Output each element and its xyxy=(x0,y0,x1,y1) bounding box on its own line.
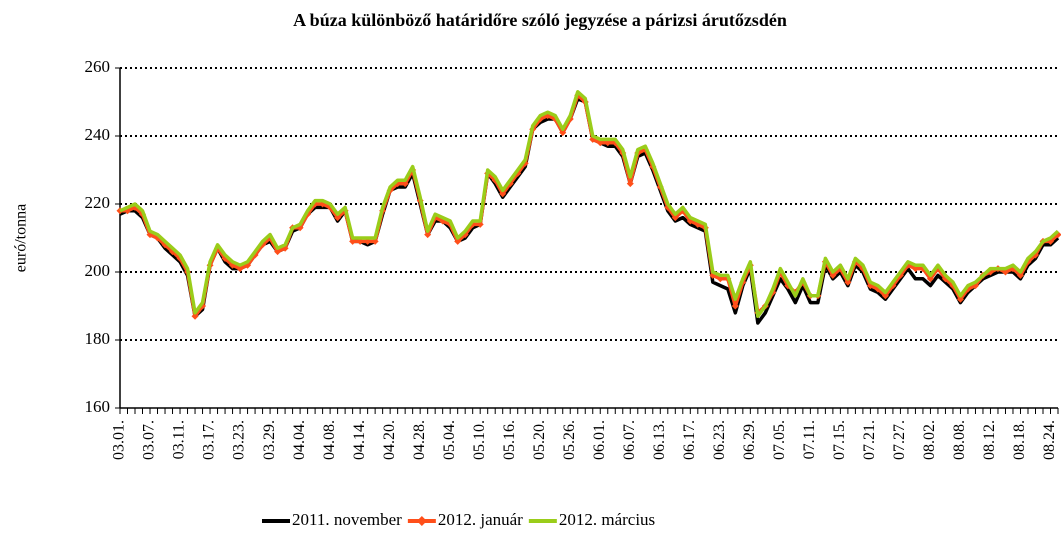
x-tick-label: 06.07. xyxy=(621,420,638,460)
y-tick-label: 240 xyxy=(85,125,111,144)
x-tick-label: 06.17. xyxy=(681,420,698,460)
x-tick-label: 07.15. xyxy=(831,420,848,460)
x-tick-label: 03.11. xyxy=(171,420,188,459)
x-tick-label: 03.29. xyxy=(261,420,278,460)
x-tick-label: 04.08. xyxy=(321,420,338,460)
y-tick-label: 220 xyxy=(85,193,111,212)
x-tick-label: 05.26. xyxy=(561,420,578,460)
legend-label: 2012. március xyxy=(559,510,655,529)
series-line xyxy=(119,96,1060,325)
point-marker xyxy=(829,271,837,279)
point-marker xyxy=(671,214,679,222)
point-marker xyxy=(454,237,462,245)
x-tick-label: 07.11. xyxy=(801,420,818,459)
point-marker xyxy=(1016,271,1024,279)
x-tick-label: 06.13. xyxy=(651,420,668,460)
legend-marker xyxy=(416,516,427,526)
x-tick-label: 07.21. xyxy=(861,420,878,460)
x-tick-label: 06.01. xyxy=(591,420,608,460)
x-tick-label: 04.28. xyxy=(411,420,428,460)
series-line xyxy=(120,93,1060,318)
point-marker xyxy=(731,302,739,310)
x-tick-label: 08.24. xyxy=(1041,420,1058,460)
x-tick-label: 05.10. xyxy=(471,420,488,460)
x-tick-label: 05.16. xyxy=(501,420,518,460)
point-marker xyxy=(844,278,852,286)
x-tick-label: 06.23. xyxy=(711,420,728,460)
x-tick-label: 03.07. xyxy=(141,420,158,460)
point-marker xyxy=(956,295,964,303)
point-marker xyxy=(559,129,567,137)
x-tick-label: 08.12. xyxy=(981,420,998,460)
point-marker xyxy=(191,312,199,320)
x-tick-label: 05.20. xyxy=(531,420,548,460)
point-marker xyxy=(499,190,507,198)
point-marker xyxy=(424,231,432,239)
point-marker xyxy=(1054,231,1061,239)
point-marker xyxy=(926,275,934,283)
x-tick-label: 04.20. xyxy=(381,420,398,460)
x-tick-label: 03.01. xyxy=(111,420,128,460)
x-tick-label: 04.14. xyxy=(351,420,368,460)
point-marker xyxy=(881,292,889,300)
x-tick-label: 04.04. xyxy=(291,420,308,460)
point-marker xyxy=(334,214,342,222)
series-line xyxy=(119,90,1060,318)
x-tick-label: 07.05. xyxy=(771,420,788,460)
x-tick-label: 03.17. xyxy=(201,420,218,460)
x-tick-label: 03.23. xyxy=(231,420,248,460)
x-tick-label: 08.08. xyxy=(951,420,968,460)
y-tick-label: 180 xyxy=(85,329,111,348)
x-tick-label: 08.02. xyxy=(921,420,938,460)
y-tick-label: 260 xyxy=(85,57,111,76)
x-tick-label: 06.29. xyxy=(741,420,758,460)
point-marker xyxy=(274,248,282,256)
chart-title: A búza különböző határidőre szóló jegyzé… xyxy=(293,10,787,30)
y-tick-label: 200 xyxy=(85,261,111,280)
point-marker xyxy=(236,265,244,273)
x-tick-label: 07.27. xyxy=(891,420,908,460)
legend-label: 2012. január xyxy=(438,510,523,529)
y-axis-label: euró/tonna xyxy=(13,204,30,272)
x-tick-label: 05.04. xyxy=(441,420,458,460)
legend-label: 2011. november xyxy=(292,510,402,529)
y-tick-label: 160 xyxy=(85,397,111,416)
x-tick-label: 08.18. xyxy=(1011,420,1028,460)
point-marker xyxy=(626,180,634,188)
